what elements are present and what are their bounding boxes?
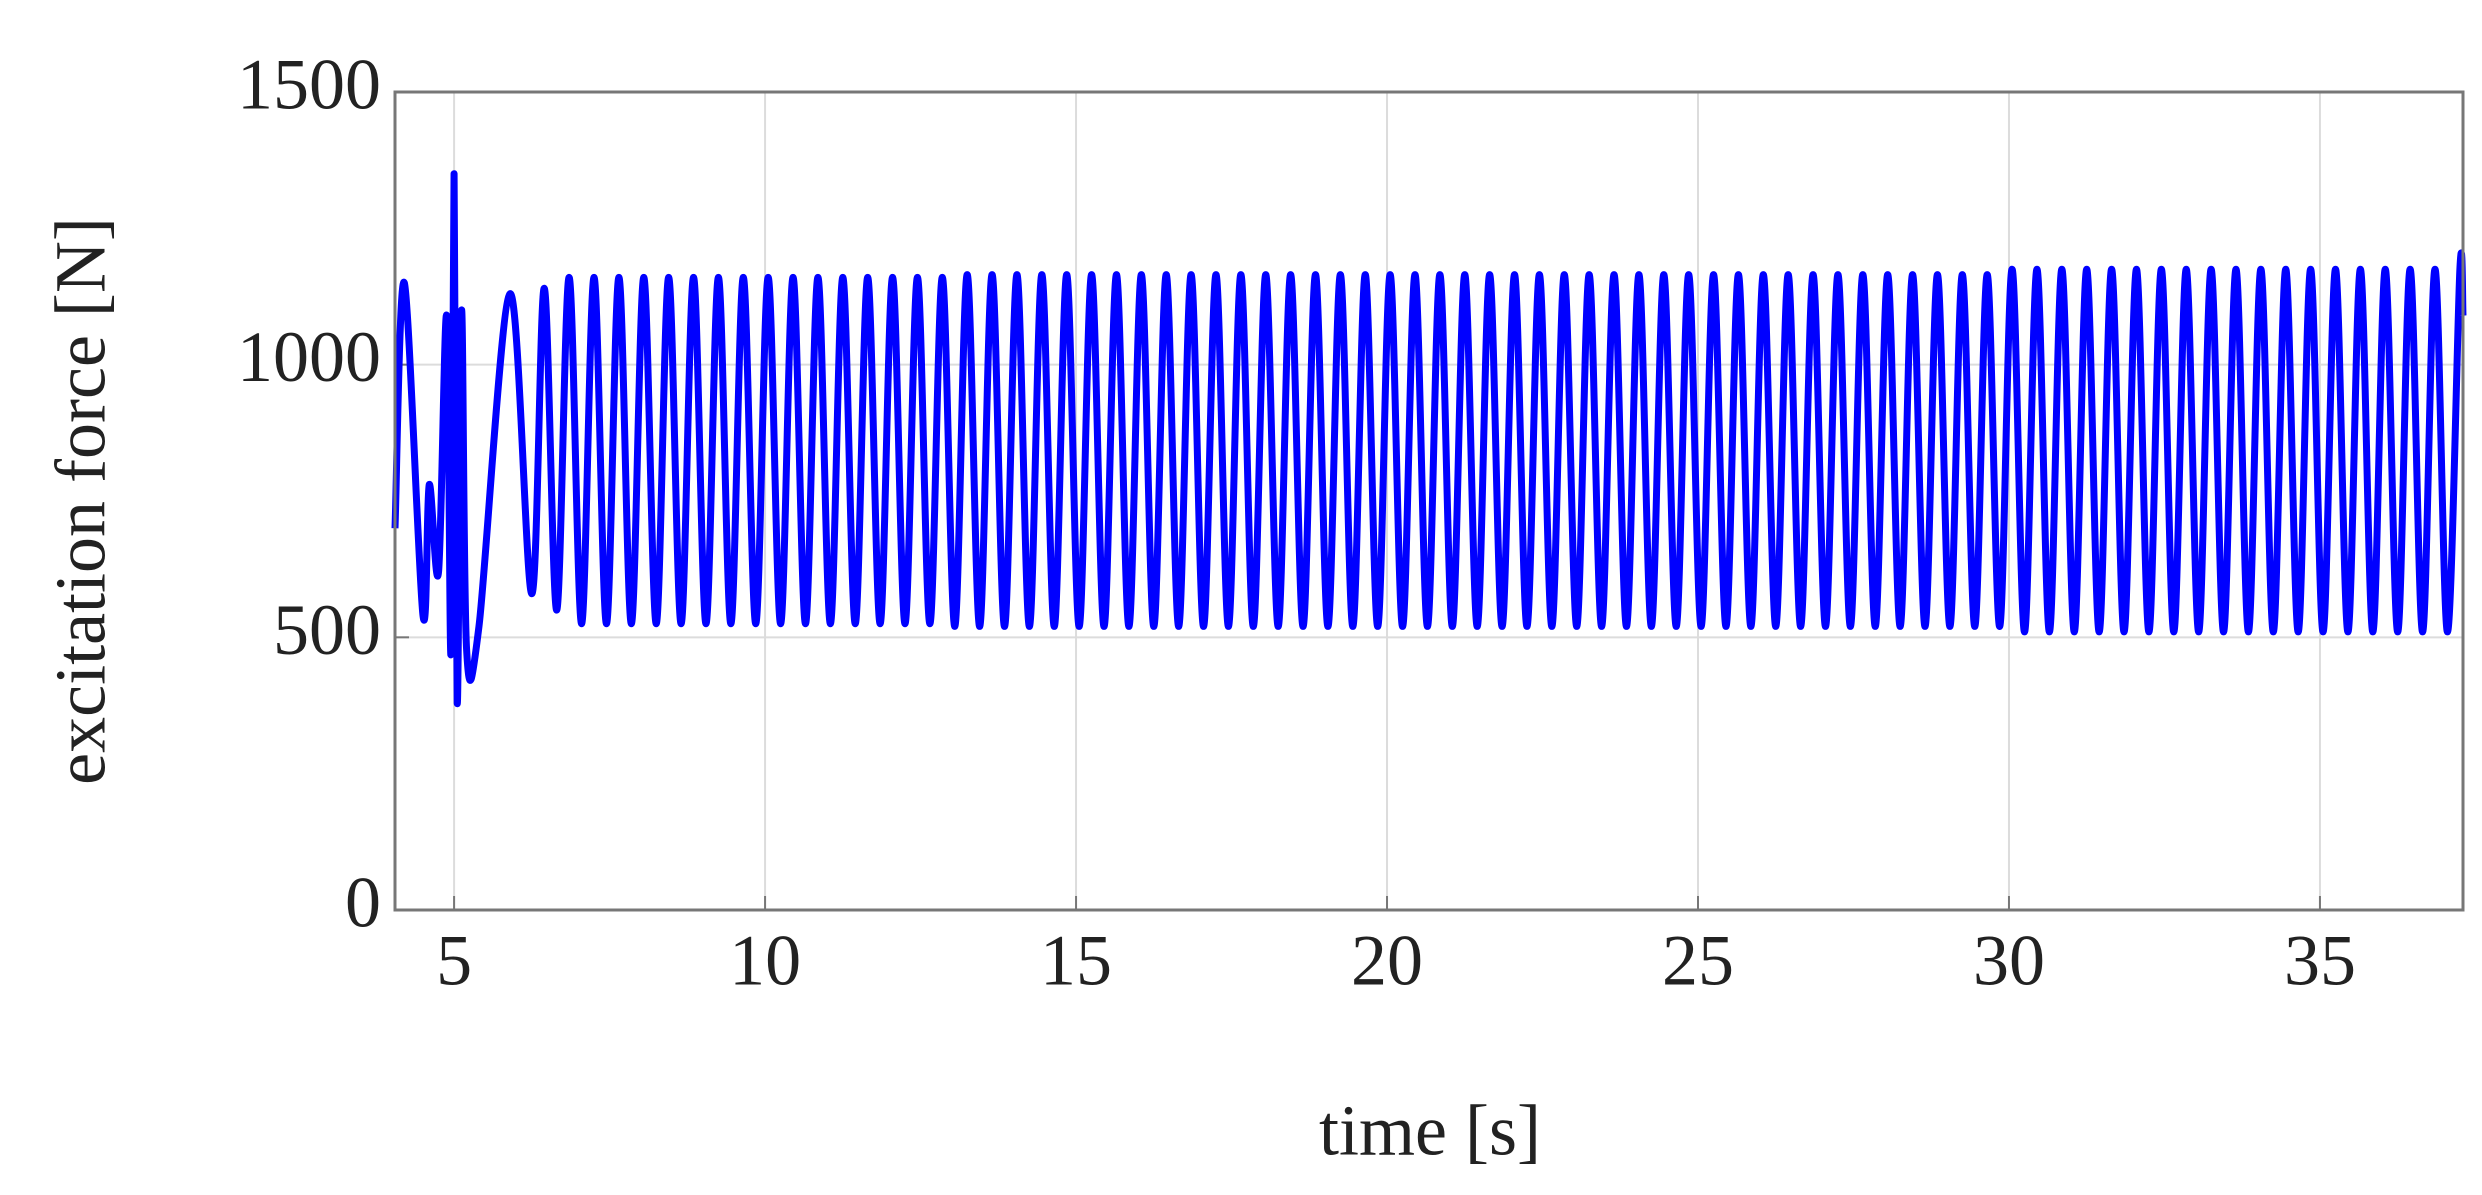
data-line: [391, 170, 2467, 707]
x-tick-label: 30: [1973, 921, 2045, 1001]
x-tick-label: 35: [2284, 921, 2356, 1001]
x-tick-label: 15: [1040, 921, 1112, 1001]
y-tick-label: 1500: [237, 45, 381, 125]
y-tick-label: 0: [345, 863, 381, 943]
plot-frame: [393, 90, 2465, 912]
y-axis-label: excitation force [N]: [41, 217, 121, 785]
x-tick-label: 20: [1351, 921, 1423, 1001]
y-tick-label: 1000: [237, 317, 381, 397]
x-axis-label: time [s]: [1319, 1091, 1541, 1171]
x-tick-label: 5: [436, 921, 472, 1001]
x-tick-label: 10: [729, 921, 801, 1001]
y-tick-label: 500: [273, 590, 381, 670]
x-tick-label: 25: [1662, 921, 1734, 1001]
